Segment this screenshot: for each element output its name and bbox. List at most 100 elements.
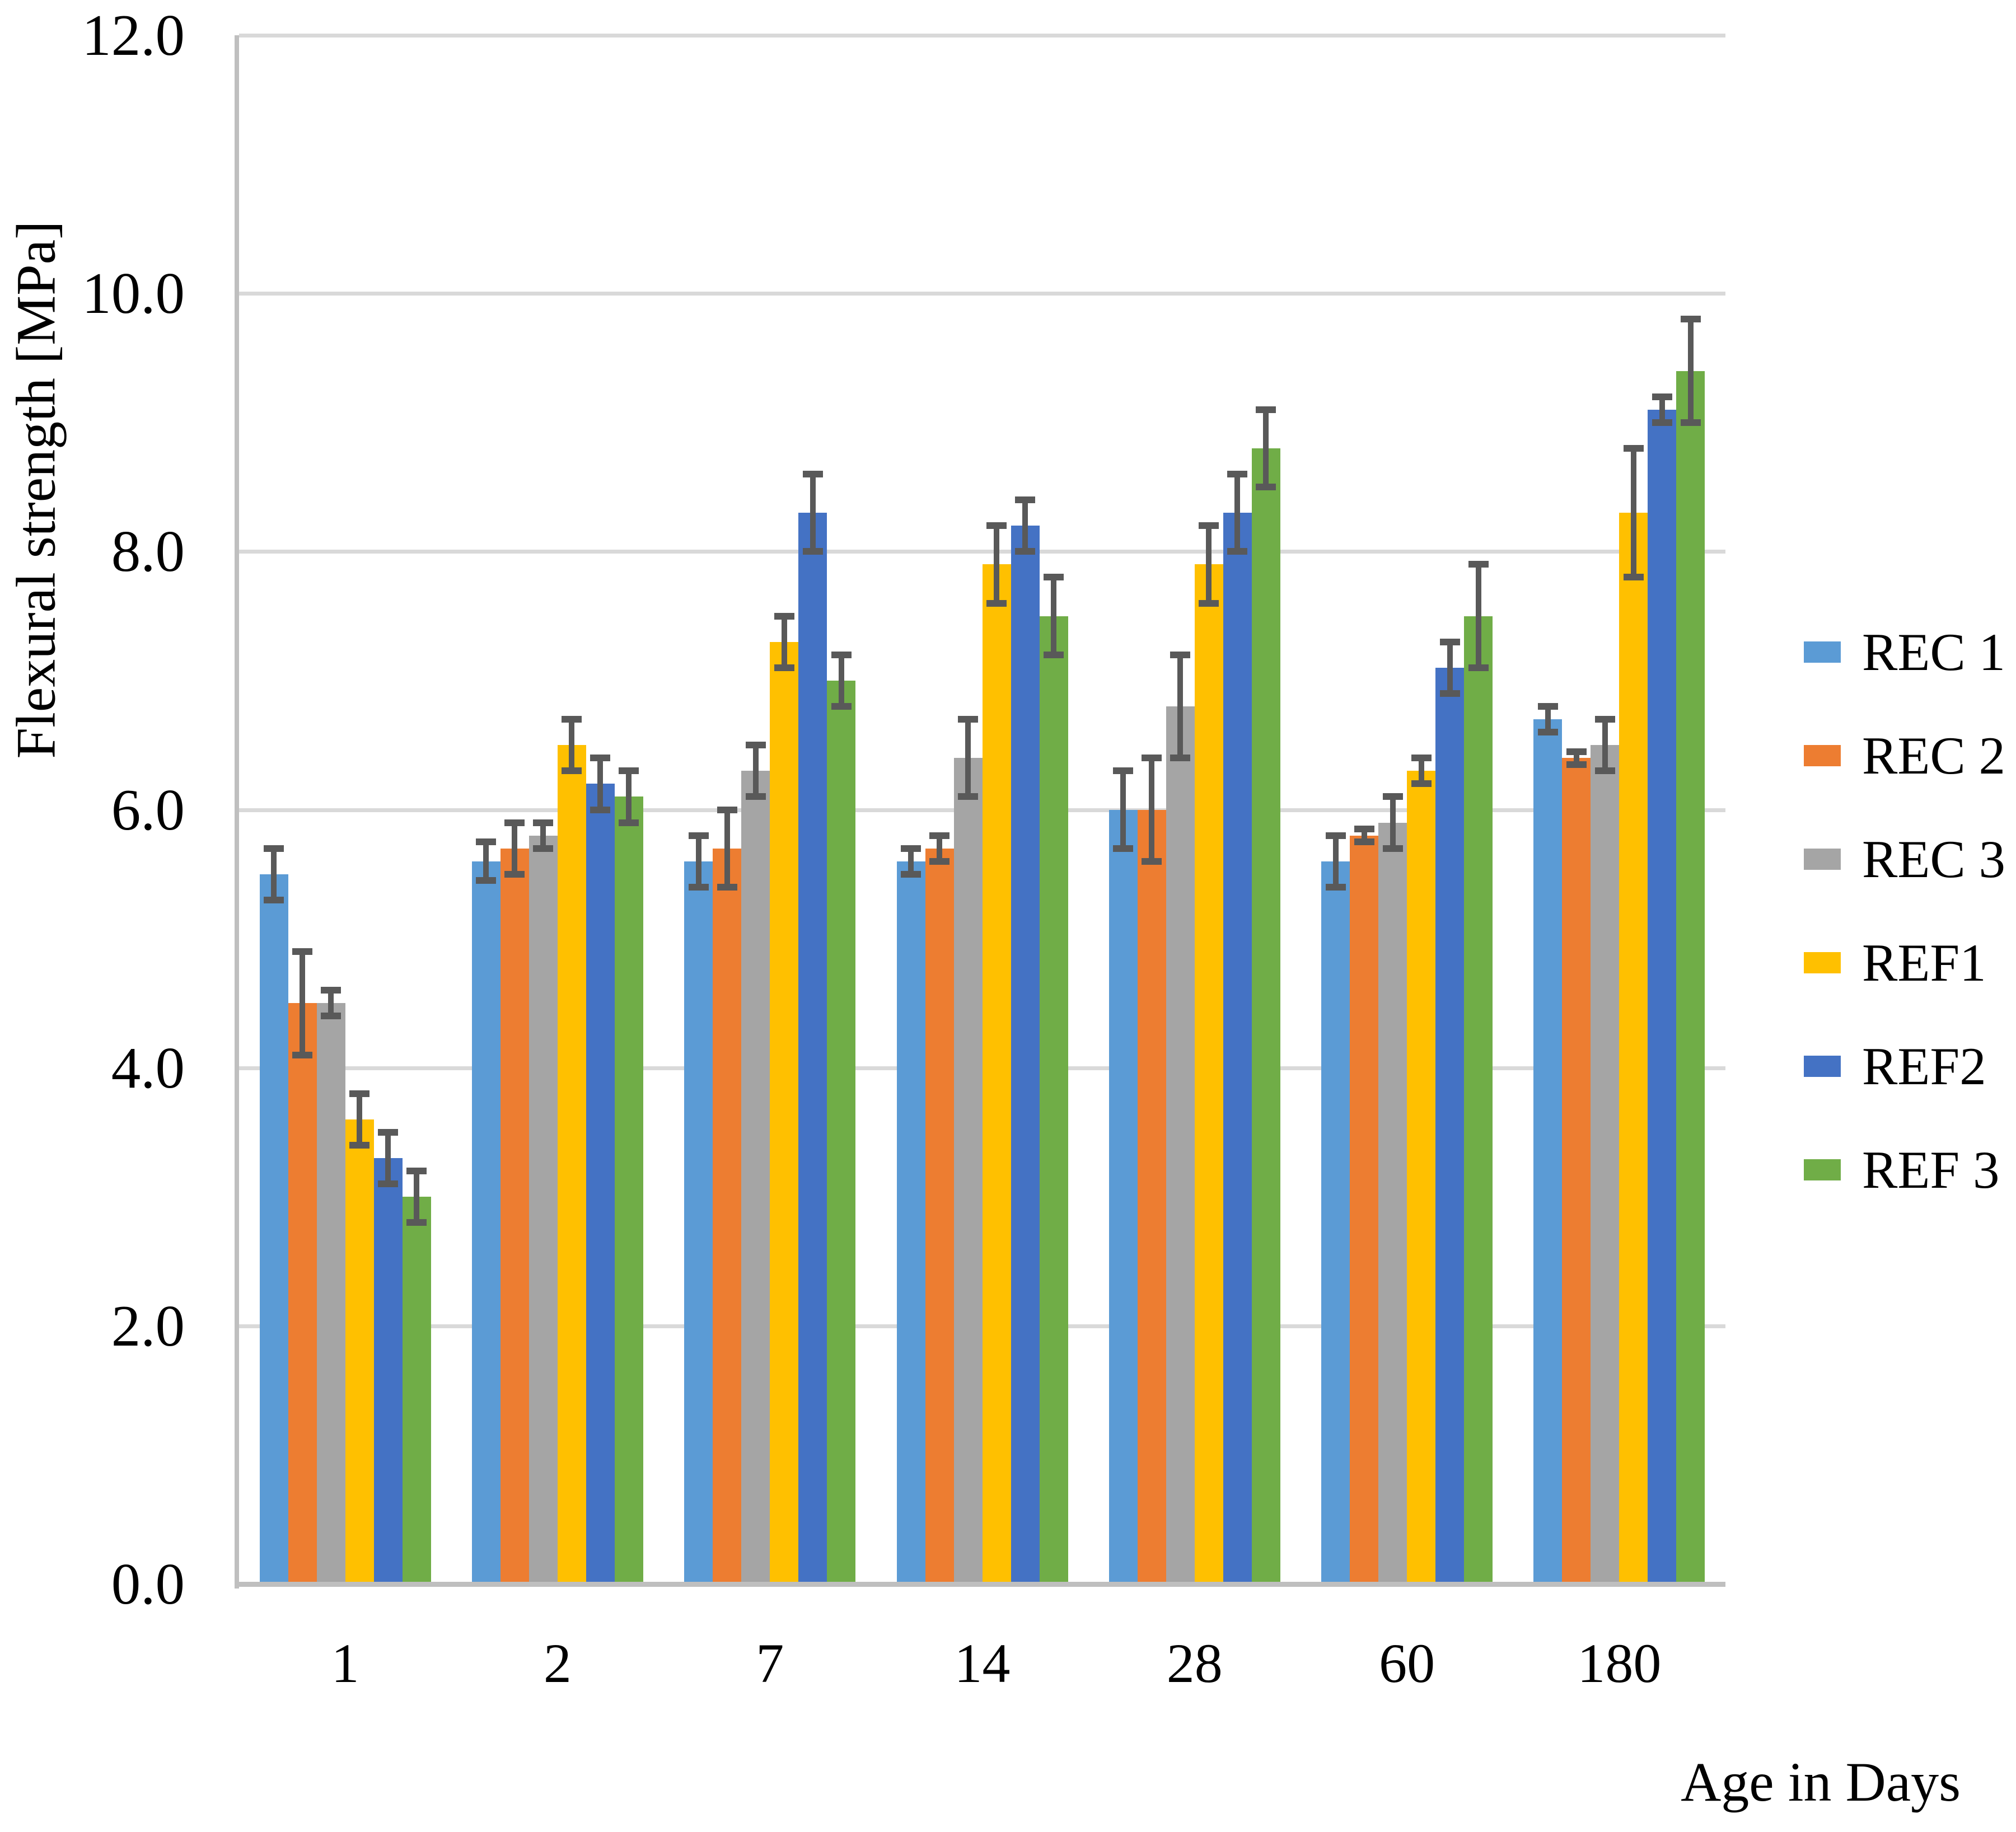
- error-bar-line: [1687, 319, 1694, 423]
- x-tick-label: 14: [954, 1632, 1011, 1694]
- x-tick-label: 2: [543, 1632, 572, 1694]
- error-bar-line: [965, 719, 971, 797]
- error-bar-cap: [802, 548, 823, 555]
- plot-area: [239, 34, 1725, 1584]
- bar-rec2-day28: [1137, 809, 1166, 1584]
- error-bar-line: [1573, 751, 1579, 765]
- error-bar-cap: [688, 832, 709, 839]
- error-bar-cap: [1623, 574, 1644, 581]
- legend-label: REC 2: [1862, 725, 2006, 785]
- y-tick-label: 8.0: [111, 518, 185, 584]
- bar-rec2-day180: [1562, 758, 1591, 1584]
- legend-item-rec2: REC 2: [1804, 704, 2005, 807]
- bar-ref1-day1: [345, 1119, 374, 1584]
- error-bar-cap: [831, 651, 852, 658]
- error-bar-cap: [590, 755, 611, 762]
- legend-label: REC 3: [1862, 829, 2006, 889]
- error-bar-cap: [1354, 838, 1374, 846]
- legend-swatch: [1804, 848, 1841, 870]
- bar-ref3-day1: [402, 1197, 431, 1584]
- bar-rec2-day14: [925, 848, 954, 1584]
- bar-rec3-day60: [1378, 822, 1407, 1584]
- bar-ref3-day180: [1676, 371, 1705, 1584]
- bar-ref2-day28: [1223, 513, 1252, 1584]
- error-bar-line: [724, 809, 730, 887]
- error-bar-cap: [1623, 444, 1644, 452]
- error-bar-cap: [1411, 755, 1432, 762]
- error-bar-line: [483, 842, 489, 881]
- error-bar-cap: [831, 703, 852, 710]
- legend-label: REF 3: [1862, 1140, 2000, 1200]
- error-bar-cap: [1680, 316, 1701, 323]
- error-bar-cap: [406, 1219, 427, 1226]
- error-bar-cap: [1537, 729, 1558, 736]
- error-bar-cap: [986, 522, 1007, 530]
- bar-rec2-day2: [500, 848, 529, 1584]
- legend-label: REF1: [1862, 933, 1986, 992]
- error-bar-cap: [504, 870, 525, 878]
- error-bar-line: [512, 822, 518, 874]
- error-bar-cap: [533, 845, 554, 852]
- y-tick-label: 10.0: [82, 260, 185, 326]
- bar-ref2-day7: [798, 513, 827, 1584]
- bar-ref2-day2: [586, 784, 615, 1584]
- error-bar-cap: [1044, 574, 1064, 581]
- gridline: [239, 292, 1725, 296]
- x-axis-line: [235, 1582, 1725, 1587]
- bar-ref2-day1: [373, 1158, 403, 1584]
- legend-label: REF2: [1862, 1036, 1986, 1096]
- error-bar-line: [271, 848, 277, 900]
- error-bar-line: [1630, 448, 1636, 578]
- bar-rec3-day7: [741, 771, 770, 1584]
- x-axis-title: Age in Days: [1681, 1751, 1961, 1813]
- error-bar-cap: [590, 806, 611, 813]
- error-bar-cap: [1113, 767, 1134, 775]
- error-bar-cap: [1325, 832, 1346, 839]
- error-bar-cap: [1652, 419, 1672, 426]
- bar-rec1-day180: [1533, 719, 1563, 1584]
- bar-ref2-day60: [1435, 667, 1465, 1584]
- error-bar-line: [414, 1171, 420, 1223]
- legend-item-rec3: REC 3: [1804, 807, 2005, 911]
- error-bar-line: [385, 1132, 391, 1184]
- error-bar-cap: [717, 883, 737, 891]
- legend-swatch: [1804, 952, 1841, 973]
- error-bar-cap: [774, 612, 794, 620]
- error-bar-line: [1120, 771, 1126, 849]
- error-bar-cap: [406, 1168, 427, 1175]
- error-bar-line: [908, 848, 914, 874]
- legend-label: REC 1: [1862, 622, 2006, 682]
- error-bar-cap: [717, 806, 737, 813]
- error-bar-cap: [1142, 858, 1162, 865]
- bar-rec2-day7: [713, 848, 742, 1584]
- bar-ref1-day180: [1619, 513, 1648, 1584]
- error-bar-cap: [745, 742, 766, 749]
- error-bar-line: [1051, 577, 1056, 655]
- legend: REC 1 REC 2 REC 3 REF1 REF2 REF 3: [1804, 600, 2005, 1221]
- legend-item-rec1: REC 1: [1804, 600, 2005, 704]
- error-bar-cap: [1256, 406, 1276, 413]
- error-bar-line: [1234, 474, 1241, 552]
- bar-ref3-day2: [614, 796, 643, 1584]
- bar-ref2-day180: [1648, 409, 1677, 1584]
- error-bar-cap: [1113, 845, 1134, 852]
- error-bar-cap: [1594, 716, 1615, 723]
- error-bar-cap: [378, 1128, 399, 1136]
- error-bar-cap: [476, 838, 497, 846]
- error-bar-cap: [619, 819, 639, 826]
- error-bar-cap: [1015, 496, 1035, 504]
- bar-rec3-day2: [528, 835, 558, 1584]
- error-bar-cap: [1199, 599, 1219, 607]
- error-bar-cap: [1566, 761, 1587, 768]
- bar-ref3-day28: [1251, 448, 1280, 1584]
- error-bar-cap: [476, 877, 497, 884]
- error-bar-cap: [1382, 793, 1403, 800]
- error-bar-cap: [1227, 470, 1248, 477]
- error-bar-cap: [1468, 664, 1489, 671]
- error-bar-cap: [1170, 651, 1191, 658]
- error-bar-line: [300, 952, 306, 1055]
- bar-ref1-day14: [982, 564, 1011, 1584]
- error-bar-cap: [1256, 484, 1276, 491]
- bar-ref1-day7: [770, 641, 799, 1584]
- error-bar-line: [1659, 396, 1665, 423]
